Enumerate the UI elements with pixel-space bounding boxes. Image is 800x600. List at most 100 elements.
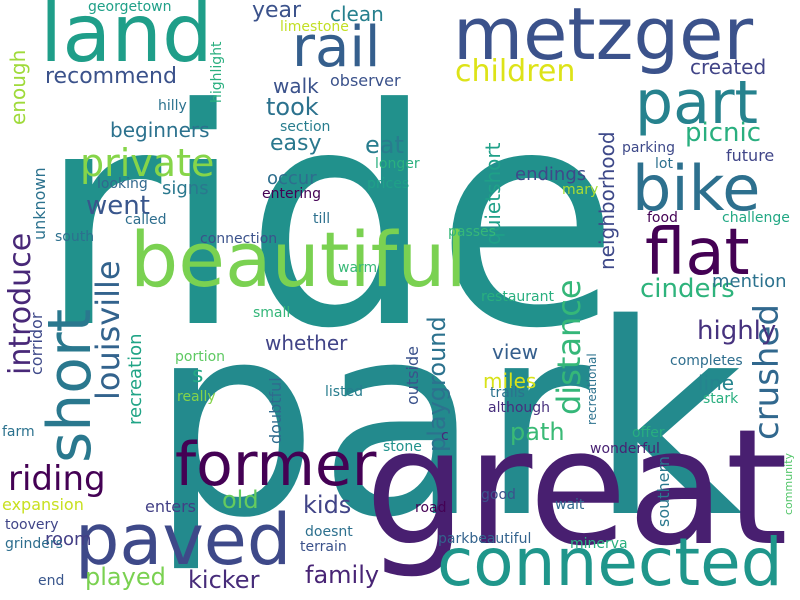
word-offer: offer <box>632 425 665 441</box>
word-connected: connected <box>437 524 783 600</box>
word-wonderful: wonderful <box>590 441 660 457</box>
word-highlight: highlight <box>209 41 225 103</box>
word-recreation: recreation <box>125 333 146 425</box>
word-unknown: unknown <box>30 167 49 240</box>
word-south: south <box>55 229 95 245</box>
word-listed: listed <box>325 384 364 400</box>
word-completes: completes <box>670 353 743 369</box>
word-wait: wait <box>555 497 585 513</box>
word-passes: passes <box>448 224 496 240</box>
word-till: till <box>313 211 331 227</box>
word-took: took <box>266 93 319 121</box>
word-children: children <box>455 54 576 89</box>
word-year: year <box>252 0 302 23</box>
word-beautiful: beautiful <box>130 215 467 304</box>
word-distance: distance <box>550 279 588 415</box>
word-end: end <box>38 573 65 589</box>
word-endings: endings <box>515 164 587 185</box>
word-grinders: grinders <box>5 536 63 552</box>
word-bike: bike <box>632 152 761 225</box>
word-enough: enough <box>6 49 30 125</box>
word-c: c <box>441 428 449 444</box>
word-mary: mary <box>562 182 599 198</box>
word-observer: observer <box>330 71 401 90</box>
word-kids: kids <box>303 491 352 519</box>
word-parking: parking <box>622 140 675 156</box>
word-eat: eat <box>365 131 404 159</box>
word-kicker: kicker <box>188 566 260 594</box>
word-clean: clean <box>330 2 384 26</box>
word-flat: flat <box>645 216 750 290</box>
word-lot: lot <box>655 156 673 172</box>
word-looking: looking <box>97 176 148 192</box>
word-whether: whether <box>265 331 348 355</box>
word-stark: stark <box>703 391 739 407</box>
word-played: played <box>85 563 166 591</box>
word-walk: walk <box>273 74 319 98</box>
word-occur: occur <box>267 168 317 189</box>
word-beginners: beginners <box>110 118 210 142</box>
word-part: part <box>635 68 759 138</box>
word-recreational: recreational <box>585 353 599 425</box>
word-entering: entering <box>262 186 321 202</box>
word-rail: rail <box>292 15 381 80</box>
word-good: good <box>481 487 516 503</box>
word-recommend: recommend <box>45 64 177 89</box>
word-minerva: minerva <box>570 536 628 552</box>
word-private: private <box>80 141 215 185</box>
word-community: community <box>782 452 795 515</box>
word-doubtful: doubtful <box>266 377 285 444</box>
word-outside: outside <box>403 346 422 405</box>
word-georgetown: georgetown <box>88 0 172 15</box>
word-great: great <box>365 394 789 581</box>
word-road: road <box>415 500 447 516</box>
word-s: s <box>192 363 204 388</box>
word-park: park <box>150 268 744 576</box>
word-longer: longer <box>375 156 420 172</box>
word-paved: paved <box>75 499 292 581</box>
word-louisville: louisville <box>89 260 127 400</box>
word-warm: warm <box>338 260 378 276</box>
word-toovery: toovery <box>5 517 59 533</box>
word-stone: stone <box>383 439 422 455</box>
word-went: went <box>86 191 150 221</box>
word-miles: miles <box>483 369 537 393</box>
word-restaurant: restaurant <box>481 289 554 305</box>
word-really: really <box>177 389 216 405</box>
word-prices: prices <box>367 176 410 192</box>
word-room: room <box>45 529 92 550</box>
word-trails: trails <box>490 385 525 401</box>
word-section: section <box>280 119 331 135</box>
word-called: called <box>125 212 167 228</box>
word-signs: signs <box>162 178 209 199</box>
word-southern: southern <box>654 456 673 527</box>
word-future: future <box>726 146 775 165</box>
word-mention: mention <box>712 271 787 292</box>
word-connection: connection <box>200 231 278 247</box>
word-riding: riding <box>8 459 106 499</box>
word-metzger: metzger <box>453 0 754 76</box>
word-cinders: cinders <box>640 274 735 304</box>
word-terrain: terrain <box>300 539 347 555</box>
word-old: old <box>222 486 259 514</box>
word-food: food <box>647 210 678 226</box>
word-easy: easy <box>270 131 322 156</box>
word-farm: farm <box>2 424 35 440</box>
word-created: created <box>690 55 767 79</box>
word-challenge: challenge <box>722 210 790 226</box>
word-line: line <box>698 371 735 395</box>
word-family: family <box>305 561 380 589</box>
word-picnic: picnic <box>685 118 762 148</box>
word-ride: ride <box>38 45 620 394</box>
word-land: land <box>40 0 213 80</box>
word-former: former <box>175 430 377 500</box>
word-neighborhood: neighborhood <box>595 131 619 270</box>
word-highly: highly <box>697 316 777 346</box>
word-doesnt: doesnt <box>305 524 353 540</box>
word-view: view <box>492 340 539 364</box>
word-expansion: expansion <box>2 495 84 514</box>
word-hilly: hilly <box>158 98 187 114</box>
word-corridor: corridor <box>27 312 46 375</box>
word-small: small <box>253 305 291 321</box>
